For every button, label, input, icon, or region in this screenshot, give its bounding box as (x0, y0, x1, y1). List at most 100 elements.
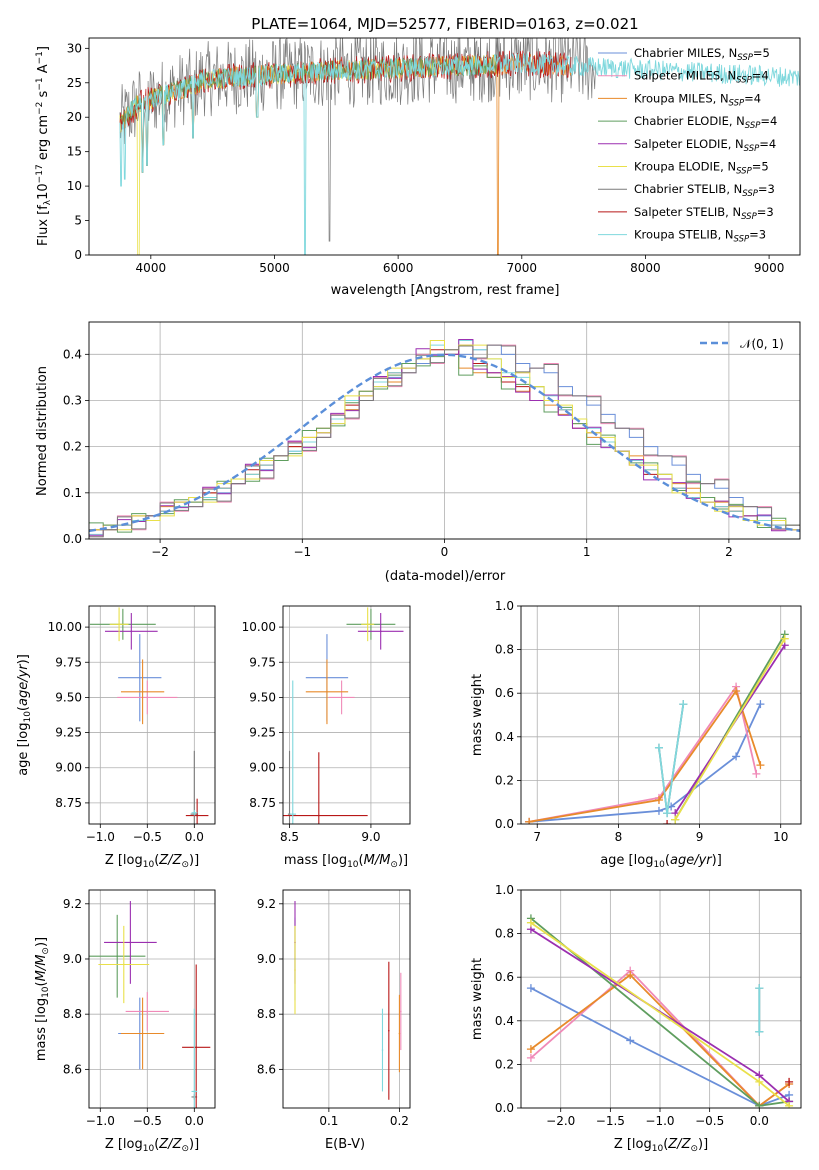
y-tick-label: 15 (67, 145, 82, 159)
label-part: ⊙ (181, 860, 189, 870)
label-part: Z [log (105, 853, 143, 868)
series-marker (663, 820, 672, 824)
y-tick-label: 9.2 (63, 897, 82, 911)
label-part: )] (16, 654, 31, 664)
axes-frame (520, 889, 802, 1109)
y-tick-label: 0.0 (495, 1101, 514, 1115)
plot-area (526, 914, 794, 1108)
label-part: ⊙ (181, 1144, 189, 1154)
data-point (195, 1046, 197, 1049)
y-tick-label: 9.0 (63, 952, 82, 966)
x-tick-label: 7000 (507, 261, 538, 275)
x-tick-label: 6000 (383, 261, 414, 275)
y-tick-label: 0.4 (495, 1014, 514, 1028)
x-tick-label: 0.0 (185, 1114, 204, 1128)
series-marker (785, 1101, 794, 1108)
legend-entry: Chabrier STELIB, NSSP=3 (634, 182, 775, 199)
label-part: Z/Z (667, 1137, 691, 1152)
y-tick-label: 0.3 (63, 393, 82, 407)
legend-count: =4 (759, 137, 776, 151)
series-marker (732, 687, 741, 696)
y-tick-label: 10.00 (48, 620, 82, 634)
label-part: ( (663, 1137, 668, 1152)
data-point (400, 1010, 402, 1013)
label-part: Z [log (614, 1137, 652, 1152)
series-marker (526, 1053, 535, 1062)
x-tick-label: 9.0 (361, 830, 380, 844)
data-point (129, 941, 132, 944)
x-tick-label: −2.0 (546, 1114, 575, 1128)
label-part: ⊙ (41, 947, 51, 955)
axes-frame (520, 605, 802, 825)
x-tick-label: 0.0 (750, 1114, 769, 1128)
label-part: ( (34, 981, 49, 986)
label-part: −2 (35, 102, 45, 115)
y-tick-label: 0.4 (63, 347, 82, 361)
series-marker (755, 984, 764, 993)
x-tick-label: 0.0 (185, 830, 204, 844)
y-tick-label: 0.2 (63, 440, 82, 454)
label-part: ( (665, 853, 670, 868)
plot-area (294, 901, 402, 1100)
label-part: )] (698, 1137, 708, 1152)
y-tick-label: 8.75 (55, 796, 82, 810)
series-marker (785, 1077, 794, 1086)
data-point (366, 623, 369, 626)
series-marker (752, 769, 761, 778)
series-line (528, 689, 762, 823)
legend-entry: Salpeter MILES, NSSP=4 (634, 69, 769, 86)
legend-count: =3 (757, 205, 774, 219)
series-marker (654, 806, 663, 815)
y-tick-label: 9.0 (257, 952, 276, 966)
x-tick-label: −0.5 (695, 1114, 724, 1128)
series-marker (755, 1101, 764, 1108)
axes-frame (282, 605, 411, 825)
data-point (318, 814, 320, 817)
label-part: ( (16, 706, 31, 711)
data-point (196, 814, 198, 817)
y-tick-label: 10 (67, 179, 82, 193)
plot-area (89, 901, 211, 1108)
legend-sub: SSP (741, 212, 757, 222)
data-point (138, 676, 141, 679)
mass-ylabel: mass [log10(M/M⊙)] (34, 937, 51, 1061)
label-part: )] (712, 853, 722, 868)
y-tick-label: 0 (74, 248, 82, 262)
hist-ylabel: Normed distribution (35, 366, 50, 496)
x-tick-label: 0.1 (319, 1114, 338, 1128)
data-point (141, 1032, 144, 1035)
y-tick-label: 8.6 (257, 1062, 276, 1076)
label-part: s (36, 90, 51, 101)
y-tick-label: 0.4 (495, 730, 514, 744)
legend-sub: SSP (736, 167, 752, 177)
label-part: age/yr (670, 853, 713, 868)
x-tick-label: −1.0 (86, 830, 115, 844)
data-point (326, 690, 328, 693)
label-part: Flux [f (36, 205, 51, 246)
data-point (118, 623, 120, 626)
label-part: 10 (143, 860, 155, 870)
data-point (193, 811, 196, 814)
legend-model: Kroupa ELODIE, N (634, 160, 736, 174)
data-point (141, 690, 144, 693)
series-marker (626, 1036, 635, 1045)
legend-entry: Chabrier MILES, NSSP=5 (634, 46, 770, 63)
y-tick-label: 9.50 (249, 690, 276, 704)
y-tick-label: 0.2 (495, 773, 514, 787)
series-marker (526, 1045, 535, 1054)
massweight-age-ylabel: mass weight (470, 674, 485, 756)
x-tick-label: 8 (615, 830, 623, 844)
series-marker (626, 971, 635, 980)
age-xlabel: age [log10(age/yr)] (600, 853, 722, 870)
axes-frame (282, 889, 411, 1109)
series-marker (780, 634, 789, 643)
label-part: A (36, 64, 51, 77)
data-point (146, 1010, 149, 1013)
legend-sub: SSP (736, 76, 752, 86)
legend-count: =5 (752, 160, 769, 174)
y-tick-label: 9.2 (257, 897, 276, 911)
series-marker (671, 815, 680, 824)
legend-entry: Kroupa ELODIE, NSSP=5 (634, 160, 769, 177)
x-tick-label: 2 (725, 545, 733, 559)
